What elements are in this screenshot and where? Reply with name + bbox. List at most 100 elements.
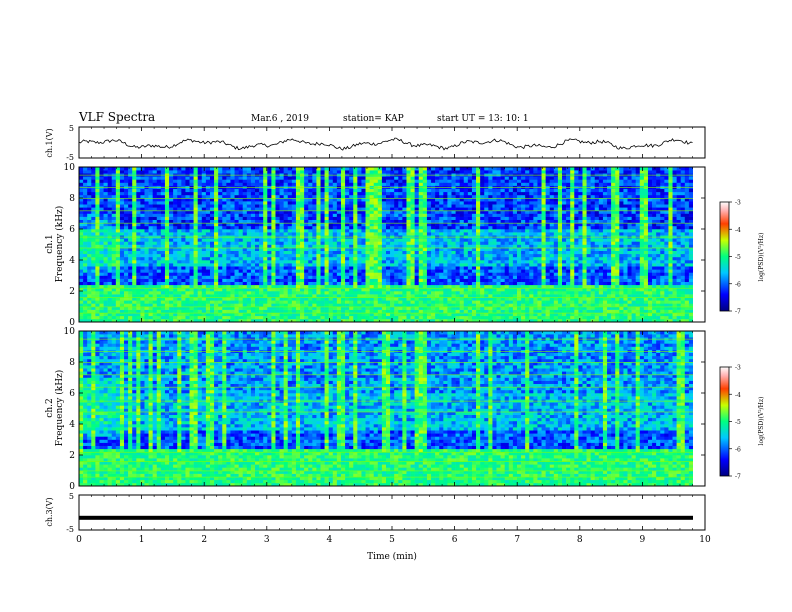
spectrogram-cell (443, 244, 448, 248)
spectrogram-cell (287, 318, 293, 323)
spectrogram-cell (189, 256, 194, 261)
spectrogram-cell (369, 204, 375, 208)
spectrogram-cell (406, 263, 411, 267)
spectrogram-cell (312, 167, 317, 171)
spectrogram-cell (340, 318, 346, 323)
spectrogram-cell (320, 207, 325, 211)
spectrogram-cell (259, 294, 264, 298)
spectrogram-cell (377, 210, 383, 214)
spectrogram-cell (476, 225, 481, 230)
spectrogram-cell (197, 260, 203, 264)
spectrogram-cell (455, 222, 460, 227)
spectrogram-cell (336, 318, 342, 323)
spectrogram-cell (177, 232, 182, 236)
spectrogram-cell (189, 315, 194, 320)
spectrogram-cell (160, 170, 166, 174)
spectrogram-cell (140, 284, 145, 289)
spectrogram-cell (250, 241, 256, 245)
spectrogram-cell (435, 269, 440, 273)
spectrogram-cell (386, 287, 391, 292)
spectrogram-cell (107, 281, 113, 286)
spectrogram-cell (340, 167, 346, 171)
spectrogram-cell (238, 297, 244, 301)
spectrogram-cell (160, 176, 166, 180)
spectrogram-cell (91, 176, 96, 180)
spectrogram-cell (439, 188, 444, 193)
spectrogram-cell (320, 284, 325, 289)
spectrogram-cell (148, 294, 153, 298)
spectrogram-cell (422, 263, 428, 267)
spectrogram-cell (406, 315, 411, 320)
spectrogram-cell (361, 247, 366, 251)
spectrogram-cell (447, 266, 452, 270)
spectrogram-cell (87, 194, 92, 199)
spectrogram-cell (304, 176, 309, 180)
spectrogram-cell (443, 291, 448, 295)
spectrogram-cell (386, 306, 391, 310)
spectrogram-cell (349, 167, 354, 171)
spectrogram-cell (181, 167, 186, 171)
spectrogram-cell (455, 256, 460, 261)
spectrogram-cell (365, 300, 370, 304)
spectrogram-cell (320, 281, 325, 286)
spectrogram-cell (222, 198, 227, 202)
spectrogram-cell (119, 291, 125, 295)
spectrogram-cell (381, 253, 387, 258)
spectrogram-cell (275, 219, 280, 224)
spectrogram-cell (152, 238, 158, 242)
spectrogram-cell (439, 300, 444, 304)
spectrogram-cell (91, 232, 96, 236)
spectrogram-cell (83, 182, 88, 186)
spectrogram-cell (267, 191, 272, 196)
spectrogram-cell (164, 219, 170, 224)
spectrogram-cell (349, 312, 354, 317)
spectrogram-cell (291, 291, 297, 295)
spectrogram-cell (230, 191, 235, 196)
spectrogram-cell (435, 256, 440, 261)
spectrogram-cell (455, 201, 460, 205)
spectrogram-cell (267, 232, 272, 236)
spectrogram-cell (279, 256, 284, 261)
spectrogram-cell (197, 284, 203, 289)
spectrogram-cell (381, 250, 387, 255)
spectrogram-cell (349, 253, 354, 258)
spectrogram-cell (205, 281, 211, 286)
spectrogram-cell (287, 201, 293, 205)
spectrogram-cell (144, 176, 149, 180)
spectrogram-cell (451, 167, 456, 171)
spectrogram-cell (414, 281, 420, 286)
spectrogram-cell (426, 297, 432, 301)
spectrogram-cell (218, 170, 223, 174)
spectrogram-cell (267, 250, 272, 255)
spectrogram-cell (124, 303, 129, 307)
spectrogram-cell (103, 229, 108, 233)
spectrogram-cell (185, 297, 190, 301)
spectrogram-cell (124, 194, 129, 199)
spectrogram-cell (439, 275, 444, 279)
spectrogram-cell (218, 266, 223, 270)
spectrogram-cell (218, 260, 223, 264)
spectrogram-cell (443, 176, 448, 180)
spectrogram-cell (279, 176, 284, 180)
spectrogram-cell (398, 225, 403, 230)
spectrogram-cell (156, 229, 162, 233)
spectrogram-cell (128, 222, 133, 227)
spectrogram-cell (402, 176, 407, 180)
spectrogram-cell (471, 198, 477, 202)
spectrogram-cell (91, 216, 96, 220)
spectrogram-cell (361, 291, 366, 295)
spectrogram-cell (255, 247, 260, 251)
spectrogram-cell (91, 312, 96, 317)
spectrogram-cell (365, 250, 370, 255)
spectrogram-cell (283, 250, 289, 255)
spectrogram-cell (124, 238, 129, 242)
spectrogram-cell (152, 253, 158, 258)
spectrogram-cell (152, 204, 158, 208)
spectrogram-cell (291, 241, 297, 245)
spectrogram-cell (414, 213, 420, 217)
spectrogram-cell (275, 176, 280, 180)
spectrogram-cell (148, 182, 153, 186)
spectrogram-cell (439, 318, 444, 323)
spectrogram-cell (238, 179, 244, 183)
spectrogram-cell (295, 179, 301, 183)
